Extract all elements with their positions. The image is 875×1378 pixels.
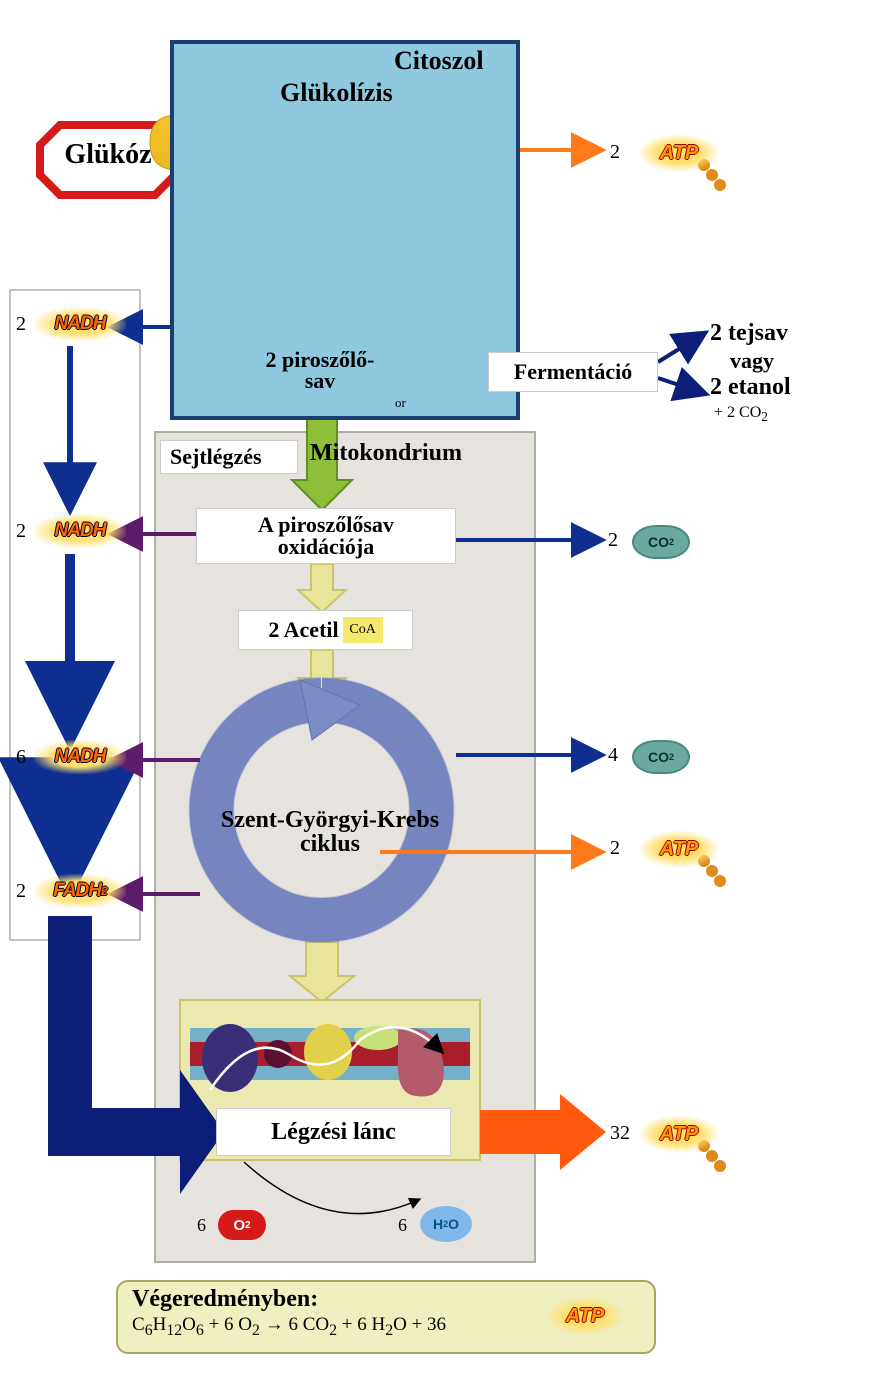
co2-badge-1: CO2 — [632, 740, 690, 774]
coa-text: CoA — [349, 622, 375, 638]
h2o-o: O — [448, 1216, 459, 1232]
eq-e: → 6 CO — [260, 1314, 329, 1335]
ferment-out4: + 2 CO2 — [714, 404, 768, 425]
or-label: or — [395, 395, 406, 411]
eq-b: H — [153, 1314, 167, 1335]
o2-text: O — [233, 1217, 245, 1234]
atp-badge-2: ATP — [640, 1116, 718, 1152]
pyr-oxid-box: A piroszőlősavoxidációja — [196, 508, 456, 564]
ferment-co2-text: + 2 CO — [714, 404, 761, 421]
ferment-co2-sub: 2 — [761, 409, 768, 424]
ferment-out2: vagy — [730, 348, 774, 374]
coa-badge: CoA — [343, 617, 383, 643]
acetil-label: 2 Acetil — [268, 617, 338, 643]
h2o-count: 6 — [398, 1215, 407, 1236]
oxid-l2: oxidációja — [278, 534, 375, 559]
atp-badge-0: ATP — [640, 135, 718, 171]
atp-count-1: 2 — [610, 837, 620, 860]
nadh-count-3: 2 — [16, 880, 26, 903]
final-eq: C6H12O6 + 6 O2 → 6 CO2 + 6 H2O + 36 — [132, 1314, 446, 1340]
cycle-l2: ciklus — [300, 831, 360, 857]
eq-d: + 6 O — [204, 1314, 252, 1335]
nadh-badge-2: NADH — [34, 740, 126, 774]
fermentation-label: Fermentáció — [514, 359, 633, 385]
atp-count-0: 2 — [610, 141, 620, 164]
co2-badge-0: CO2 — [632, 525, 690, 559]
etc-label: Légzési lánc — [271, 1119, 396, 1146]
o2-badge: O2 — [218, 1210, 266, 1240]
h2o-h: H — [433, 1216, 443, 1232]
nadh-badge-1: NADH — [34, 514, 126, 548]
sejt-label: Sejtlégzés — [170, 444, 262, 470]
cytosol-label: Citoszol — [394, 46, 484, 76]
cycle-label: Szent-Györgyi-Krebsciklus — [185, 808, 475, 856]
eq-f: + 6 H — [337, 1314, 385, 1335]
pyruvate-label: 2 piroszőlő-sav — [230, 350, 410, 392]
nadh-count-0: 2 — [16, 313, 26, 336]
atp-badge-1: ATP — [640, 831, 718, 867]
ferment-out1: 2 tejsav — [710, 320, 788, 347]
nadh-badge-0: NADH — [34, 307, 126, 341]
eq-a: C — [132, 1314, 145, 1335]
eq-g: O + 36 — [393, 1314, 446, 1335]
final-title: Végeredményben: — [132, 1286, 318, 1313]
glycolysis-label: Glükolízis — [280, 78, 393, 108]
co2-count-0: 2 — [608, 529, 618, 552]
nadh-badge-3: FADH2 — [34, 874, 126, 908]
etc-box: Légzési lánc — [216, 1108, 451, 1156]
co2-count-1: 4 — [608, 744, 618, 767]
atp-count-2: 32 — [610, 1122, 630, 1145]
mito-label: Mitokondrium — [310, 440, 462, 467]
pyruvate-line2: sav — [305, 368, 336, 393]
cycle-l1: Szent-Györgyi-Krebs — [221, 807, 439, 833]
glucose-label: Glükóz — [48, 139, 168, 171]
nadh-count-2: 6 — [16, 746, 26, 769]
final-atp-badge: ATP — [548, 1298, 622, 1334]
ferment-out3: 2 etanol — [710, 374, 791, 401]
nadh-count-1: 2 — [16, 520, 26, 543]
fermentation-box: Fermentáció — [488, 352, 658, 392]
o2-count: 6 — [197, 1215, 206, 1236]
h2o-badge: H2O — [420, 1206, 472, 1242]
acetil-box: 2 Acetil CoA — [238, 610, 413, 650]
eq-c: O — [182, 1314, 196, 1335]
